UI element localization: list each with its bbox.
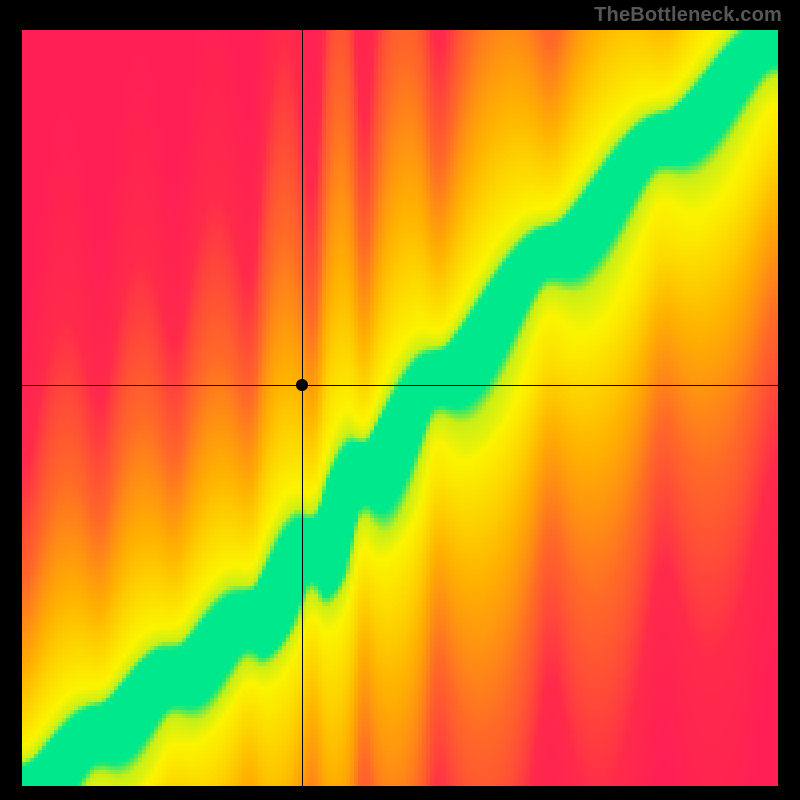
watermark-text: TheBottleneck.com: [594, 4, 782, 27]
heatmap-canvas: [22, 30, 778, 786]
plot-area: [22, 30, 778, 786]
chart-container: TheBottleneck.com: [0, 0, 800, 800]
crosshair-horizontal: [22, 385, 778, 386]
crosshair-vertical: [302, 30, 303, 786]
data-point-marker: [296, 379, 308, 391]
